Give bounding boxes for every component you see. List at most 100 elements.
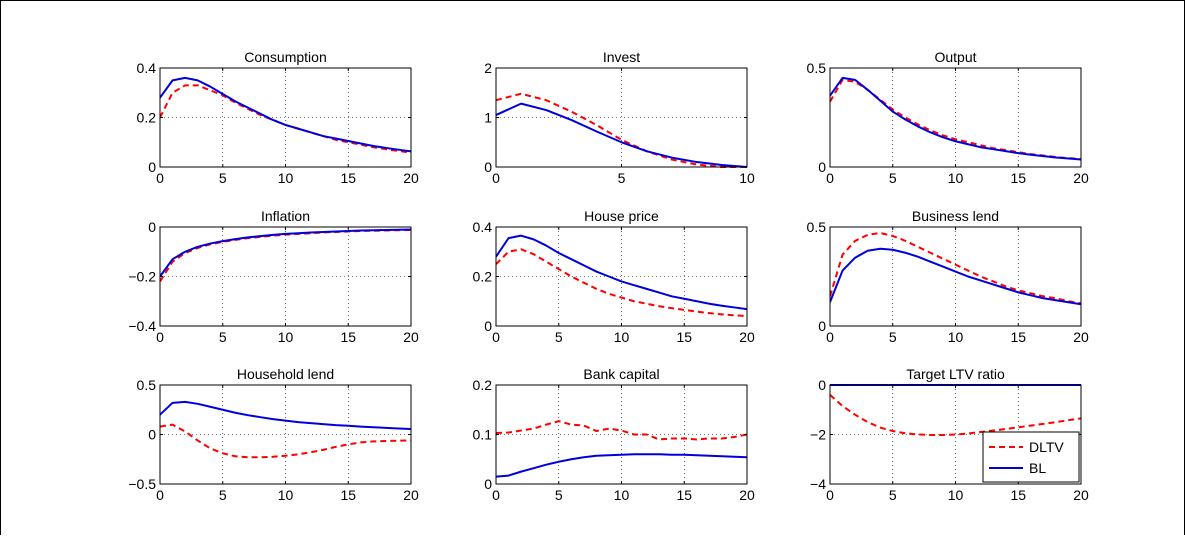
business-lend-series-dltv: [830, 231, 1081, 305]
output-xtick-label: 10: [948, 170, 964, 186]
house-price-ytick-label: 0: [484, 318, 492, 334]
invest-series-dltv: [496, 92, 747, 168]
output-series-bl: [830, 76, 1081, 161]
inflation-series-bl: [160, 228, 411, 278]
target-ltv-ratio-xtick-label: 15: [1010, 487, 1026, 503]
household-lend-xtick-label: 15: [340, 487, 356, 503]
house-price-title: House price: [584, 208, 659, 224]
household-lend-ytick-label: 0.5: [137, 377, 157, 393]
consumption-ytick-label: 0.2: [137, 110, 157, 126]
invest-ytick-label: 0: [484, 159, 492, 175]
business-lend-title: Business lend: [912, 208, 999, 224]
target-ltv-ratio-xtick-label: 0: [826, 487, 834, 503]
panel-target-ltv-ratio: Target LTV ratio 0 5 10 15 20 −4 −2 0 DLTV BL: [810, 366, 1089, 503]
output-series-dltv: [830, 78, 1081, 161]
target-ltv-ratio-title: Target LTV ratio: [906, 366, 1005, 382]
household-lend-xtick-label: 5: [219, 487, 227, 503]
bank-capital-xtick-label: 10: [614, 487, 630, 503]
panel-invest: Invest 0 5 10 0 1 2: [484, 49, 755, 186]
consumption-xtick-label: 10: [278, 170, 294, 186]
invest-xtick-label: 0: [492, 170, 500, 186]
panel-inflation: Inflation 0 5 10 15 20 −0.4 −0.2 0: [128, 208, 419, 345]
consumption-ytick-label: 0.4: [137, 60, 157, 76]
output-ytick-label: 0.5: [807, 60, 827, 76]
house-price-series-dltv: [496, 248, 747, 318]
invest-series-bl: [496, 102, 747, 168]
inflation-xtick-label: 15: [340, 329, 356, 345]
consumption-xtick-label: 20: [403, 170, 419, 186]
household-lend-series-bl: [160, 400, 411, 431]
consumption-xtick-label: 5: [219, 170, 227, 186]
panel-bank-capital: Bank capital 0 5 10 15 20 0 0.1 0.2: [473, 366, 755, 503]
business-lend-xtick-label: 5: [889, 329, 897, 345]
output-xtick-label: 15: [1010, 170, 1026, 186]
target-ltv-ratio-xtick-label: 5: [889, 487, 897, 503]
target-ltv-ratio-ytick-label: 0: [818, 377, 826, 393]
house-price-xtick-label: 5: [555, 329, 563, 345]
house-price-xtick-label: 10: [614, 329, 630, 345]
household-lend-xtick-label: 10: [278, 487, 294, 503]
target-ltv-ratio-xtick-label: 20: [1073, 487, 1089, 503]
bank-capital-xtick-label: 20: [739, 487, 755, 503]
bank-capital-ytick-label: 0.1: [473, 427, 493, 443]
bank-capital-series-dltv: [496, 420, 747, 441]
business-lend-xtick-label: 15: [1010, 329, 1026, 345]
bank-capital-xtick-label: 15: [676, 487, 692, 503]
consumption-title: Consumption: [244, 49, 327, 65]
household-lend-series-dltv: [160, 423, 411, 459]
business-lend-ytick-label: 0.5: [807, 219, 827, 235]
output-ytick-label: 0: [818, 159, 826, 175]
house-price-xtick-label: 20: [739, 329, 755, 345]
business-lend-xtick-label: 0: [826, 329, 834, 345]
consumption-xtick-label: 0: [156, 170, 164, 186]
panel-house-price: House price 0 5 10 15 20 0 0.2 0.4: [473, 208, 755, 345]
target-ltv-ratio-series-dltv: [830, 394, 1081, 436]
output-xtick-label: 20: [1073, 170, 1089, 186]
house-price-xtick-label: 0: [492, 329, 500, 345]
legend-label-dltv: DLTV: [1029, 439, 1064, 455]
consumption-ytick-label: 0: [148, 159, 156, 175]
legend: DLTV BL: [982, 431, 1080, 483]
house-price-ytick-label: 0.2: [473, 269, 493, 285]
consumption-series-bl: [160, 76, 411, 153]
invest-xtick-label: 10: [739, 170, 755, 186]
business-lend-xtick-label: 10: [948, 329, 964, 345]
house-price-ytick-label: 0.4: [473, 219, 493, 235]
legend-box: [982, 431, 1080, 483]
bank-capital-title: Bank capital: [583, 366, 659, 382]
household-lend-title: Household lend: [237, 366, 334, 382]
target-ltv-ratio-ytick-label: −4: [810, 476, 826, 492]
panel-consumption: Consumption 0 5 10 15 20 0 0.2 0.4: [137, 49, 419, 186]
bank-capital-xtick-label: 0: [492, 487, 500, 503]
household-lend-xtick-label: 0: [156, 487, 164, 503]
business-lend-series-bl: [830, 247, 1081, 306]
inflation-xtick-label: 10: [278, 329, 294, 345]
business-lend-ytick-label: 0: [818, 318, 826, 334]
panel-business-lend: Business lend 0 5 10 15 20 0 0.5: [807, 208, 1089, 345]
house-price-xtick-label: 15: [676, 329, 692, 345]
household-lend-xtick-label: 20: [403, 487, 419, 503]
consumption-series-dltv: [160, 84, 411, 154]
bank-capital-xtick-label: 5: [555, 487, 563, 503]
invest-xtick-label: 5: [618, 170, 626, 186]
invest-title: Invest: [603, 49, 640, 65]
inflation-ytick-label: −0.2: [128, 269, 156, 285]
house-price-series-bl: [496, 234, 747, 311]
target-ltv-ratio-xtick-label: 10: [948, 487, 964, 503]
panel-output: Output 0 5 10 15 20 0 0.5: [807, 49, 1089, 186]
output-xtick-label: 0: [826, 170, 834, 186]
legend-label-bl: BL: [1029, 460, 1046, 476]
invest-ytick-label: 2: [484, 60, 492, 76]
output-title: Output: [934, 49, 976, 65]
inflation-title: Inflation: [261, 208, 310, 224]
household-lend-ytick-label: 0: [148, 427, 156, 443]
consumption-xtick-label: 15: [340, 170, 356, 186]
target-ltv-ratio-ytick-label: −2: [810, 427, 826, 443]
bank-capital-series-bl: [496, 453, 747, 478]
output-xtick-label: 5: [889, 170, 897, 186]
inflation-xtick-label: 0: [156, 329, 164, 345]
bank-capital-ytick-label: 0.2: [473, 377, 493, 393]
business-lend-xtick-label: 20: [1073, 329, 1089, 345]
